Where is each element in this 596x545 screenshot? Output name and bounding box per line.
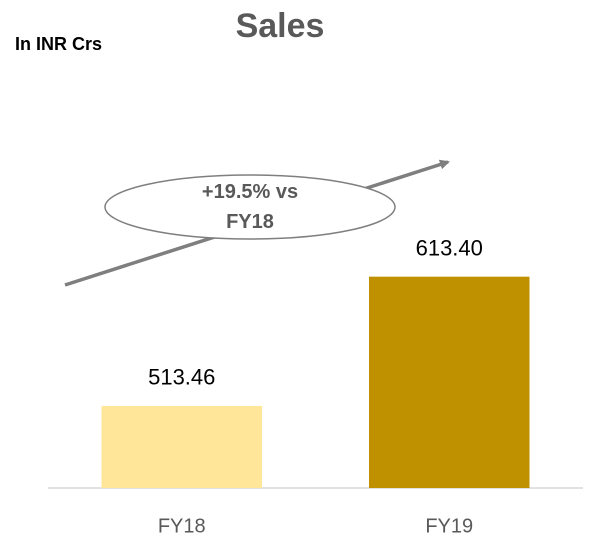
bar [369, 276, 530, 488]
x-tick-label: FY18 [158, 515, 206, 537]
value-label: 513.46 [148, 365, 215, 390]
annotation-box: +19.5% vs FY18 [201, 181, 299, 233]
subtitle: In INR Crs [15, 34, 102, 54]
annotation-ellipse [104, 174, 396, 240]
x-tick-label: FY19 [425, 515, 473, 537]
bar [101, 405, 262, 488]
chart-title: Sales [236, 7, 325, 45]
value-label: 613.40 [416, 235, 483, 260]
annotation: +19.5% vs FY18 [201, 181, 299, 233]
